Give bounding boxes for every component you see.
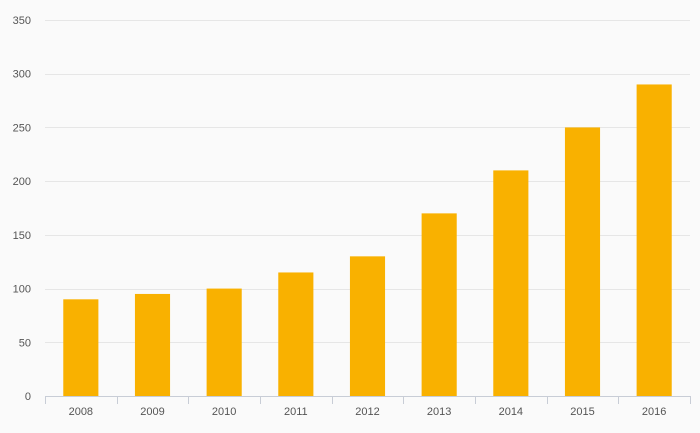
bar-2009 <box>134 293 171 396</box>
x-tick-label: 2011 <box>284 406 308 418</box>
bar-2011 <box>278 272 314 396</box>
bar-2016 <box>636 84 672 396</box>
bar-2012 <box>349 256 386 396</box>
x-tick-label: 2012 <box>355 406 379 418</box>
bar-2008 <box>63 299 99 396</box>
grid-lines <box>45 20 690 343</box>
y-tick-label: 100 <box>13 284 31 296</box>
bar-2013 <box>421 213 457 396</box>
bar-2014 <box>493 170 529 396</box>
x-tick-label: 2014 <box>499 406 523 418</box>
x-tick-label: 2008 <box>69 406 93 418</box>
x-axis-ticks: 2008 2009 2010 2011 2012 2013 2014 2015 2016 <box>69 406 667 418</box>
y-tick-label: 50 <box>19 337 31 349</box>
bar-2015 <box>564 127 601 396</box>
x-tick-label: 2016 <box>642 406 666 418</box>
x-tick-label: 2013 <box>427 406 451 418</box>
x-tick-label: 2010 <box>212 406 236 418</box>
x-tick-label: 2009 <box>140 406 164 418</box>
bars <box>63 84 672 396</box>
y-tick-label: 250 <box>13 122 31 134</box>
y-tick-label: 0 <box>25 391 31 403</box>
x-tick-label: 2015 <box>570 406 594 418</box>
y-tick-label: 300 <box>13 69 31 81</box>
y-tick-label: 200 <box>13 176 31 188</box>
x-axis <box>45 396 691 404</box>
y-axis-ticks: 0 50 100 150 200 250 300 350 <box>13 15 31 403</box>
y-tick-label: 150 <box>13 230 31 242</box>
bar-2010 <box>206 288 242 396</box>
y-tick-label: 350 <box>13 15 31 27</box>
